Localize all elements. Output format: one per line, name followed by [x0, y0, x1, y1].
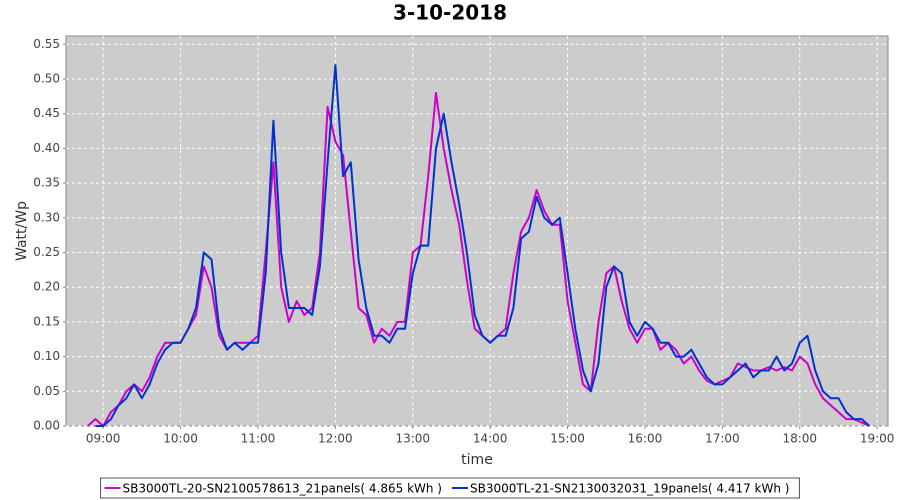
series-line: [87, 91, 870, 427]
y-tick-label: 0.20: [33, 280, 60, 294]
y-tick-label: 0.00: [33, 419, 60, 433]
y-tick-label: 0.55: [33, 37, 60, 51]
y-tick-label: 0.25: [33, 245, 60, 259]
x-tick-label: 14:00: [473, 432, 508, 446]
y-tick-label: 0.35: [33, 176, 60, 190]
x-axis-label: time: [461, 452, 493, 468]
x-tick-label: 18:00: [782, 432, 817, 446]
legend-box: [100, 477, 800, 499]
chart-title: 3-10-2018: [393, 1, 507, 25]
x-tick-label: 10:00: [163, 432, 198, 446]
x-tick-label: 16:00: [628, 432, 663, 446]
y-tick-label: 0.45: [33, 106, 60, 120]
x-tick-label: 12:00: [318, 432, 353, 446]
x-tick-label: 19:00: [860, 432, 895, 446]
y-tick-label: 0.15: [33, 314, 60, 328]
legend-label: SB3000TL-20-SN2100578613_21panels( 4.865…: [123, 482, 442, 496]
legend-label: SB3000TL-21-SN2130032031_19panels( 4.417…: [470, 482, 789, 496]
y-tick-label: 0.50: [33, 72, 60, 86]
y-axis-label: Watt/Wp: [14, 201, 30, 261]
y-tick-label: 0.30: [33, 210, 60, 224]
series-line: [95, 64, 871, 427]
x-tick-label: 11:00: [241, 432, 276, 446]
x-tick-label: 09:00: [86, 432, 121, 446]
y-tick-label: 0.05: [33, 384, 60, 398]
x-tick-label: 15:00: [550, 432, 585, 446]
plot-area: [65, 35, 889, 427]
y-tick-label: 0.40: [33, 141, 60, 155]
x-tick-label: 17:00: [705, 432, 740, 446]
y-tick-label: 0.10: [33, 349, 60, 363]
x-tick-label: 13:00: [395, 432, 430, 446]
